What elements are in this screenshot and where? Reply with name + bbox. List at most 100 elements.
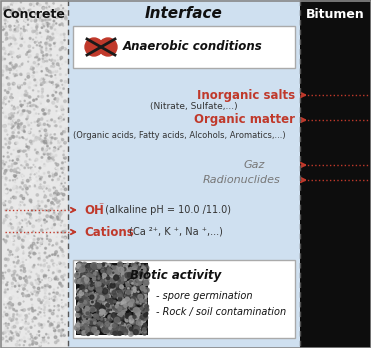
Circle shape bbox=[112, 308, 117, 313]
Circle shape bbox=[54, 189, 55, 190]
Circle shape bbox=[101, 285, 103, 288]
Circle shape bbox=[80, 324, 82, 326]
Circle shape bbox=[87, 305, 89, 307]
Circle shape bbox=[56, 194, 57, 196]
Circle shape bbox=[136, 276, 137, 277]
Circle shape bbox=[20, 195, 23, 197]
Circle shape bbox=[9, 63, 11, 64]
Circle shape bbox=[33, 134, 35, 136]
Circle shape bbox=[46, 48, 47, 49]
Circle shape bbox=[19, 192, 20, 193]
Circle shape bbox=[135, 269, 136, 270]
Circle shape bbox=[57, 270, 59, 272]
Circle shape bbox=[13, 100, 14, 101]
Circle shape bbox=[122, 268, 127, 272]
Circle shape bbox=[91, 322, 93, 325]
Circle shape bbox=[132, 283, 133, 284]
Circle shape bbox=[53, 303, 54, 304]
Circle shape bbox=[80, 273, 85, 278]
Circle shape bbox=[64, 174, 65, 175]
Circle shape bbox=[44, 108, 46, 110]
Circle shape bbox=[140, 307, 143, 310]
Circle shape bbox=[15, 65, 17, 67]
Circle shape bbox=[53, 310, 54, 311]
Circle shape bbox=[136, 324, 137, 326]
Circle shape bbox=[38, 64, 39, 65]
Circle shape bbox=[105, 276, 107, 279]
Circle shape bbox=[120, 315, 124, 319]
Circle shape bbox=[101, 296, 105, 300]
Circle shape bbox=[141, 324, 147, 330]
Circle shape bbox=[14, 266, 16, 267]
Circle shape bbox=[48, 298, 49, 299]
Circle shape bbox=[109, 307, 111, 309]
Circle shape bbox=[11, 165, 13, 167]
Circle shape bbox=[119, 280, 121, 282]
Circle shape bbox=[80, 276, 82, 278]
Circle shape bbox=[31, 335, 33, 337]
Circle shape bbox=[140, 308, 142, 310]
Circle shape bbox=[5, 119, 6, 120]
Circle shape bbox=[28, 26, 29, 28]
Circle shape bbox=[115, 275, 117, 277]
Circle shape bbox=[127, 263, 129, 265]
Circle shape bbox=[33, 264, 35, 266]
Circle shape bbox=[17, 223, 19, 225]
Circle shape bbox=[27, 146, 30, 148]
Circle shape bbox=[95, 293, 96, 294]
Circle shape bbox=[43, 113, 45, 115]
Circle shape bbox=[58, 145, 60, 148]
Circle shape bbox=[144, 326, 147, 329]
Circle shape bbox=[56, 172, 57, 173]
Circle shape bbox=[17, 167, 19, 169]
Circle shape bbox=[22, 258, 24, 260]
Circle shape bbox=[81, 298, 82, 300]
Circle shape bbox=[40, 301, 42, 303]
Circle shape bbox=[16, 28, 17, 29]
Circle shape bbox=[62, 3, 63, 4]
Circle shape bbox=[55, 84, 58, 87]
Circle shape bbox=[11, 207, 13, 208]
Circle shape bbox=[94, 314, 98, 318]
Circle shape bbox=[6, 336, 7, 337]
Circle shape bbox=[49, 309, 51, 312]
Circle shape bbox=[128, 289, 130, 291]
Circle shape bbox=[41, 47, 42, 48]
Circle shape bbox=[44, 181, 45, 183]
Circle shape bbox=[62, 303, 64, 306]
Circle shape bbox=[40, 28, 41, 29]
Circle shape bbox=[109, 280, 111, 282]
Circle shape bbox=[121, 315, 126, 319]
Circle shape bbox=[40, 312, 41, 313]
Circle shape bbox=[59, 219, 60, 220]
Circle shape bbox=[103, 298, 105, 301]
Circle shape bbox=[43, 310, 44, 311]
Circle shape bbox=[3, 156, 4, 157]
Circle shape bbox=[19, 172, 20, 173]
Circle shape bbox=[52, 25, 53, 26]
Circle shape bbox=[78, 272, 79, 274]
Circle shape bbox=[10, 219, 11, 220]
Circle shape bbox=[26, 154, 27, 155]
Circle shape bbox=[91, 268, 94, 271]
Circle shape bbox=[53, 102, 55, 104]
Circle shape bbox=[65, 157, 66, 158]
Circle shape bbox=[93, 298, 95, 301]
Circle shape bbox=[11, 11, 13, 14]
Circle shape bbox=[133, 309, 135, 311]
Circle shape bbox=[85, 277, 89, 282]
Circle shape bbox=[62, 303, 63, 304]
Circle shape bbox=[112, 273, 114, 274]
Circle shape bbox=[28, 149, 29, 150]
Circle shape bbox=[22, 188, 23, 190]
Circle shape bbox=[85, 309, 90, 314]
Circle shape bbox=[76, 297, 79, 300]
Circle shape bbox=[29, 201, 31, 202]
Circle shape bbox=[45, 77, 46, 78]
Circle shape bbox=[115, 304, 120, 310]
Circle shape bbox=[142, 331, 145, 334]
Circle shape bbox=[92, 327, 95, 331]
Text: ⁻: ⁻ bbox=[98, 201, 103, 211]
Circle shape bbox=[14, 303, 16, 305]
Circle shape bbox=[77, 273, 78, 275]
